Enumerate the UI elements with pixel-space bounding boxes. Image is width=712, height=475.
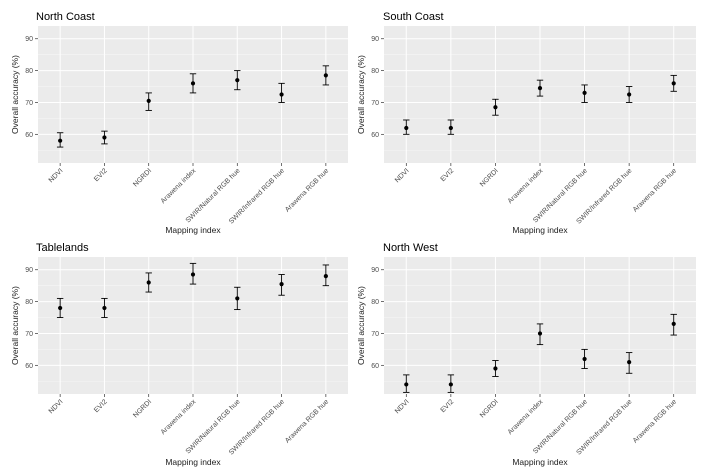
panel-title: North West bbox=[383, 242, 438, 254]
data-point bbox=[235, 296, 240, 301]
y-tick-label: 80 bbox=[371, 299, 379, 306]
x-tick-label: NGRDI bbox=[132, 398, 153, 419]
x-tick-label: Arawena index bbox=[507, 167, 545, 205]
x-axis-label: Mapping index bbox=[512, 457, 568, 467]
data-point bbox=[323, 274, 328, 279]
y-axis-label: Overall accuracy (%) bbox=[356, 286, 366, 365]
y-tick-label: 70 bbox=[371, 100, 379, 107]
y-axis-label: Overall accuracy (%) bbox=[10, 55, 20, 134]
x-tick-label: NGRDI bbox=[132, 167, 153, 188]
x-tick-label: NDVI bbox=[48, 398, 65, 415]
data-point bbox=[582, 90, 587, 96]
x-tick-label: NGRDI bbox=[479, 398, 500, 419]
data-point bbox=[404, 125, 409, 131]
y-tick-label: 90 bbox=[371, 36, 379, 43]
data-point bbox=[279, 281, 284, 287]
y-tick-label: 80 bbox=[25, 299, 33, 306]
x-tick-label: Arawena index bbox=[160, 167, 198, 205]
x-tick-label: Arawena index bbox=[160, 398, 198, 436]
data-point bbox=[627, 360, 632, 365]
x-tick-label: NGRDI bbox=[479, 167, 500, 188]
y-tick-label: 60 bbox=[25, 132, 33, 139]
x-axis-label: Mapping index bbox=[512, 225, 568, 235]
y-axis-label: Overall accuracy (%) bbox=[10, 286, 20, 365]
y-tick-label: 60 bbox=[25, 363, 33, 370]
y-tick-label: 90 bbox=[371, 267, 379, 274]
data-point bbox=[627, 92, 632, 97]
data-point bbox=[582, 356, 587, 362]
y-tick-label: 70 bbox=[25, 100, 33, 107]
data-point bbox=[537, 331, 543, 336]
data-point bbox=[102, 135, 107, 140]
x-tick-label: EVI2 bbox=[440, 398, 456, 414]
data-point bbox=[404, 382, 409, 387]
data-point bbox=[323, 73, 328, 78]
x-tick-label: EVI2 bbox=[93, 398, 109, 414]
data-point bbox=[493, 366, 498, 371]
x-tick-label: NDVI bbox=[394, 167, 411, 184]
data-point bbox=[279, 92, 284, 97]
x-tick-label: Arawena index bbox=[507, 398, 545, 436]
x-tick-label: Arawena RGB hue bbox=[284, 167, 330, 213]
x-axis-label: Mapping index bbox=[165, 457, 221, 467]
data-point bbox=[671, 81, 676, 86]
y-tick-label: 80 bbox=[371, 68, 379, 75]
data-point bbox=[671, 321, 676, 327]
y-tick-label: 60 bbox=[371, 363, 379, 370]
x-tick-label: Arawena RGB hue bbox=[632, 167, 678, 213]
y-tick-label: 80 bbox=[25, 68, 33, 75]
y-tick-label: 90 bbox=[25, 36, 33, 43]
y-axis-label: Overall accuracy (%) bbox=[356, 55, 366, 134]
y-tick-label: 70 bbox=[371, 331, 379, 338]
y-tick-label: 90 bbox=[25, 267, 33, 274]
data-point bbox=[146, 280, 151, 285]
data-point bbox=[102, 305, 107, 311]
x-tick-label: EVI2 bbox=[93, 167, 109, 183]
data-point bbox=[58, 305, 63, 311]
data-point bbox=[448, 382, 453, 387]
data-point bbox=[448, 125, 453, 131]
y-tick-label: 70 bbox=[25, 331, 33, 338]
data-point bbox=[190, 81, 196, 86]
data-point bbox=[235, 78, 240, 83]
x-axis-label: Mapping index bbox=[165, 225, 221, 235]
x-tick-label: NDVI bbox=[48, 167, 65, 184]
data-point bbox=[146, 98, 151, 103]
data-point bbox=[537, 86, 543, 91]
panel-title: North Coast bbox=[36, 11, 95, 23]
x-tick-label: EVI2 bbox=[440, 167, 456, 183]
x-tick-label: NDVI bbox=[394, 398, 411, 415]
y-tick-label: 60 bbox=[371, 132, 379, 139]
x-tick-label: Arawena RGB hue bbox=[632, 398, 678, 444]
data-point bbox=[190, 272, 196, 277]
panel-title: South Coast bbox=[383, 11, 444, 23]
panel-title: Tablelands bbox=[36, 242, 89, 254]
x-tick-label: Arawena RGB hue bbox=[284, 398, 330, 444]
data-point bbox=[58, 138, 63, 143]
data-point bbox=[493, 105, 498, 110]
